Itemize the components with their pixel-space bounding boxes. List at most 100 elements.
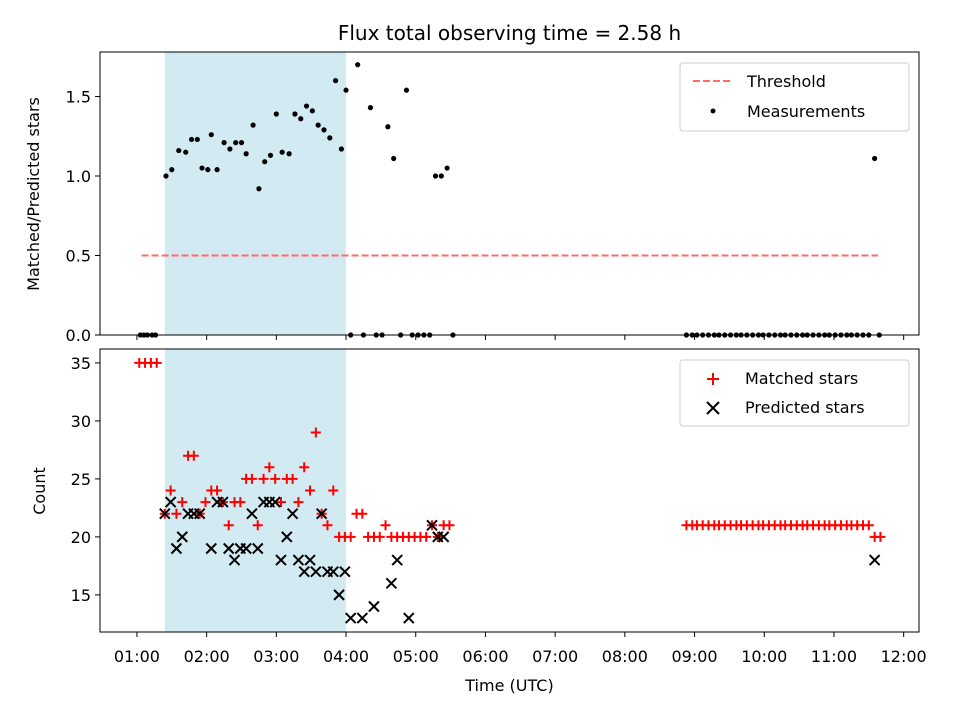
measurement-point (221, 140, 227, 146)
measurement-point (169, 167, 175, 173)
measurement-point (355, 62, 361, 68)
x-tick-label: 07:00 (532, 647, 578, 666)
measurement-point (243, 151, 249, 157)
measurement-point (279, 149, 285, 155)
x-axis-label: Time (UTC) (464, 676, 553, 695)
predicted-stars-point (246, 507, 258, 520)
x-tick-label: 04:00 (323, 647, 369, 666)
matched-stars-point (200, 497, 211, 508)
predicted-stars-point (228, 554, 241, 566)
matched-stars-point (223, 520, 234, 531)
top-axes-frame (99, 51, 920, 336)
measurement-point (385, 124, 391, 130)
predicted-stars-point (176, 531, 188, 543)
matched-stars-point (328, 485, 339, 496)
x-tick-label: 06:00 (462, 647, 508, 666)
y-tick-label: 25 (71, 470, 91, 489)
measurement-point (273, 111, 279, 117)
measurement-point (327, 135, 333, 141)
predicted-stars-point (193, 507, 206, 520)
matched-stars-point (287, 473, 298, 484)
predicted-stars-point (159, 507, 171, 520)
predicted-legend-label: Predicted stars (745, 398, 865, 417)
matched-stars-point (345, 531, 356, 542)
y-tick-label: 1.0 (66, 167, 91, 186)
bottom-y-ticks: 15 20 25 30 35 (71, 354, 100, 605)
measurement-point (298, 116, 304, 122)
measurement-point (205, 167, 211, 173)
measurement-point (332, 78, 339, 84)
x-tick-label: 10:00 (741, 647, 787, 666)
x-tick-label: 08:00 (602, 647, 648, 666)
matched-stars-point (421, 531, 432, 542)
matched-stars-point (171, 508, 182, 519)
matched-stars-point (275, 497, 286, 508)
y-tick-label: 0.0 (66, 326, 91, 345)
shaded-interval (164, 349, 347, 632)
matched-stars-point (151, 357, 162, 368)
top-y-ticks: 0.0 0.5 1.0 1.5 (66, 88, 100, 345)
bottom-y-axis-label: Count (30, 467, 49, 515)
shaded-interval (164, 52, 347, 335)
bottom-axes-frame (99, 348, 920, 633)
measurement-point (444, 165, 450, 171)
predicted-stars-point (868, 554, 881, 566)
matched-stars-point (264, 462, 275, 473)
matched-stars-point (293, 497, 304, 508)
x-tick-label: 02:00 (184, 647, 230, 666)
predicted-stars-point (281, 531, 293, 543)
matched-stars-point (444, 520, 455, 531)
matched-stars-point (252, 520, 263, 531)
measurement-point (391, 155, 397, 162)
figure-title: Flux total observing time = 2.58 h (338, 21, 681, 45)
measurement-point (286, 151, 292, 157)
predicted-stars-point (315, 507, 328, 520)
measurement-point (403, 87, 410, 93)
matched-stars-point (374, 531, 385, 542)
predicted-stars-point (344, 612, 357, 624)
measurement-point (303, 103, 310, 109)
matched-stars-point (246, 473, 257, 484)
predicted-stars-point (339, 565, 351, 578)
matched-stars-point (270, 473, 281, 484)
measurement-point (321, 127, 327, 133)
measurement-point (309, 108, 315, 114)
predicted-stars-point (298, 565, 310, 578)
predicted-stars-point (205, 542, 217, 555)
x-tick-label: 03:00 (253, 647, 299, 666)
measurement-point (262, 159, 268, 165)
measurement-point (250, 122, 256, 128)
measurement-point (432, 173, 439, 179)
matched-stars-point (322, 520, 333, 531)
predicted-stars-point (217, 496, 229, 508)
matched-stars-point (357, 508, 368, 519)
measurement-point (233, 140, 239, 146)
bottom-legend-box (679, 359, 910, 427)
top-x-ticks (136, 335, 905, 340)
y-tick-label: 35 (71, 354, 91, 373)
measurement-point (176, 147, 182, 154)
matched-stars-point (258, 473, 269, 484)
measurement-point (238, 140, 245, 146)
predicted-stars-point (403, 612, 415, 624)
matched-stars-point (212, 485, 223, 496)
y-tick-label: 1.5 (66, 88, 91, 107)
measurement-point (163, 173, 169, 179)
matched-stars-point (310, 427, 321, 438)
y-tick-label: 15 (71, 586, 91, 605)
matched-legend-label: Matched stars (745, 369, 858, 388)
bottom-plot-marks (134, 357, 886, 624)
predicted-stars-point (304, 554, 316, 566)
matched-stars-point (188, 450, 199, 461)
matched-stars-point (235, 497, 246, 508)
top-legend-box (679, 62, 910, 132)
top-y-axis-label: Matched/Predicted stars (24, 97, 43, 291)
x-tick-label: 01:00 (114, 647, 160, 666)
predicted-stars-point (240, 542, 252, 555)
x-tick-label: 11:00 (811, 647, 857, 666)
measurement-point (343, 87, 349, 93)
predicted-stars-point (391, 554, 403, 566)
predicted-stars-point (170, 542, 183, 555)
predicted-stars-point (292, 554, 305, 566)
